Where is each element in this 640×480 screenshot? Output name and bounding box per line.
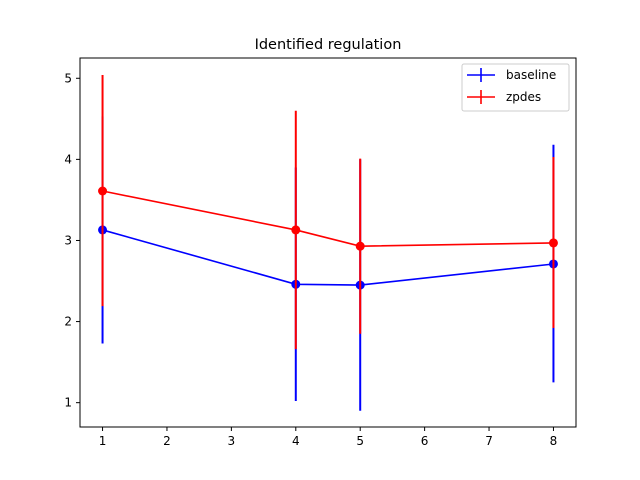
legend-entry-baseline: baseline — [467, 68, 556, 82]
data-point — [291, 225, 301, 235]
x-tick-label: 1 — [99, 434, 107, 448]
x-tick-label: 6 — [421, 434, 429, 448]
y-tick-label: 4 — [64, 152, 72, 166]
y-axis: 1 2 3 4 5 — [64, 71, 80, 410]
y-tick-label: 5 — [64, 71, 72, 85]
x-axis: 1 2 3 4 5 6 7 8 — [99, 427, 558, 448]
legend-label: zpdes — [506, 90, 541, 104]
series-zpdes — [98, 75, 558, 350]
data-point — [548, 238, 558, 248]
axes-frame — [79, 57, 577, 428]
data-point — [98, 186, 108, 196]
legend: baseline zpdes — [461, 63, 570, 112]
series-baseline — [98, 116, 558, 411]
x-tick-label: 4 — [292, 434, 300, 448]
x-tick-label: 5 — [356, 434, 364, 448]
x-tick-label: 7 — [485, 434, 493, 448]
legend-entry-zpdes: zpdes — [467, 90, 541, 104]
series-line — [102, 229, 554, 286]
legend-label: baseline — [506, 68, 556, 82]
x-tick-label: 3 — [228, 434, 236, 448]
y-tick-label: 3 — [64, 233, 72, 247]
y-tick-label: 1 — [64, 396, 72, 410]
chart-title: Identified regulation — [255, 37, 402, 53]
series-line — [102, 190, 554, 247]
x-tick-label: 8 — [550, 434, 558, 448]
x-tick-label: 2 — [163, 434, 171, 448]
plot-area — [98, 75, 558, 411]
data-point — [355, 241, 365, 251]
y-tick-label: 2 — [64, 315, 72, 329]
